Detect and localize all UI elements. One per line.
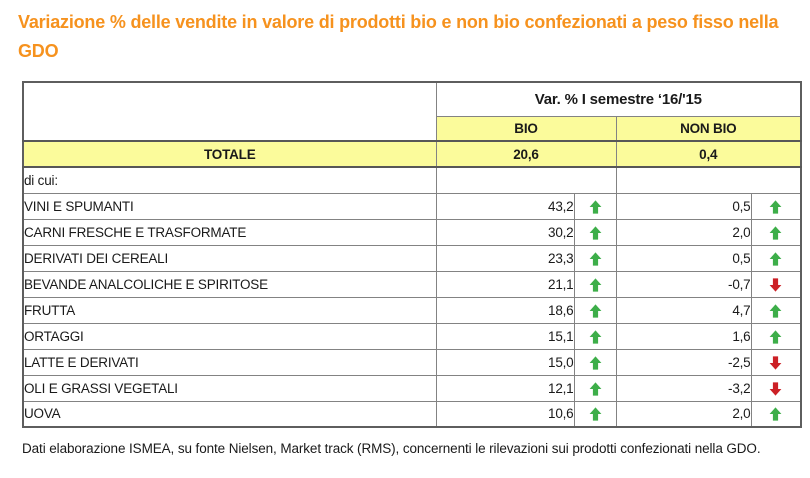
- bio-value: 15,1: [435, 322, 575, 350]
- subhead-di-cui: di cui:: [22, 166, 437, 194]
- nonbio-value: -0,7: [615, 270, 752, 298]
- bio-trend-arrow-icon: [573, 322, 617, 350]
- bio-value: 30,2: [435, 218, 575, 246]
- nonbio-trend-arrow-icon: [750, 374, 802, 402]
- row-label: VINI E SPUMANTI: [22, 192, 437, 220]
- row-label: DERIVATI DEI CEREALI: [22, 244, 437, 272]
- row-label: FRUTTA: [22, 296, 437, 324]
- table-row: DERIVATI DEI CEREALI 23,3 0,5: [22, 244, 802, 272]
- row-label: CARNI FRESCHE E TRASFORMATE: [22, 218, 437, 246]
- bio-trend-arrow-icon: [573, 244, 617, 272]
- total-bio-value: 20,6: [435, 140, 617, 168]
- col-header-nonbio: NON BIO: [615, 115, 802, 142]
- bio-trend-arrow-icon: [573, 218, 617, 246]
- empty-cell: [435, 166, 617, 194]
- nonbio-trend-arrow-icon: [750, 244, 802, 272]
- period-header-row: Var. % I semestre ‘16/'15: [22, 81, 802, 142]
- bio-value: 15,0: [435, 348, 575, 376]
- bio-trend-arrow-icon: [573, 374, 617, 402]
- nonbio-trend-arrow-icon: [750, 348, 802, 376]
- row-label: UOVA: [22, 400, 437, 428]
- total-nonbio-value: 0,4: [615, 140, 802, 168]
- nonbio-trend-arrow-icon: [750, 400, 802, 428]
- table-row: UOVA 10,6 2,0: [22, 400, 802, 428]
- source-note: Dati elaborazione ISMEA, su fonte Nielse…: [22, 441, 761, 456]
- nonbio-value: 4,7: [615, 296, 752, 324]
- row-label: ORTAGGI: [22, 322, 437, 350]
- bio-value: 43,2: [435, 192, 575, 220]
- bio-trend-arrow-icon: [573, 348, 617, 376]
- nonbio-value: 0,5: [615, 192, 752, 220]
- bio-trend-arrow-icon: [573, 192, 617, 220]
- nonbio-trend-arrow-icon: [750, 192, 802, 220]
- nonbio-value: -3,2: [615, 374, 752, 402]
- subhead-row: di cui:: [22, 166, 802, 194]
- column-header-row: BIO NON BIO: [23, 115, 802, 142]
- total-label: TOTALE: [22, 140, 437, 168]
- table-row: VINI E SPUMANTI 43,2 0,5: [22, 192, 802, 220]
- table-row: BEVANDE ANALCOLICHE E SPIRITOSE 21,1 -0,…: [22, 270, 802, 298]
- table-row: ORTAGGI 15,1 1,6: [22, 322, 802, 350]
- bio-trend-arrow-icon: [573, 400, 617, 428]
- row-label: OLI E GRASSI VEGETALI: [22, 374, 437, 402]
- bio-value: 12,1: [435, 374, 575, 402]
- row-label: LATTE E DERIVATI: [22, 348, 437, 376]
- bio-trend-arrow-icon: [573, 270, 617, 298]
- nonbio-trend-arrow-icon: [750, 322, 802, 350]
- bio-trend-arrow-icon: [573, 296, 617, 324]
- nonbio-trend-arrow-icon: [750, 218, 802, 246]
- col-header-bio: BIO: [435, 115, 617, 142]
- empty-cell: [615, 166, 802, 194]
- table-row: CARNI FRESCHE E TRASFORMATE 30,2 2,0: [22, 218, 802, 246]
- nonbio-value: 1,6: [615, 322, 752, 350]
- total-row: TOTALE 20,6 0,4: [22, 140, 802, 168]
- nonbio-value: 2,0: [615, 218, 752, 246]
- bio-value: 21,1: [435, 270, 575, 298]
- nonbio-value: 0,5: [615, 244, 752, 272]
- period-header: Var. % I semestre ‘16/'15: [435, 81, 802, 117]
- corner-empty-cell: [22, 81, 437, 142]
- bio-value: 23,3: [435, 244, 575, 272]
- nonbio-trend-arrow-icon: [750, 270, 802, 298]
- bio-sales-variation-table: Var. % I semestre ‘16/'15 BIO NON BIO TO…: [22, 81, 803, 428]
- row-label: BEVANDE ANALCOLICHE E SPIRITOSE: [22, 270, 437, 298]
- nonbio-value: 2,0: [615, 400, 752, 428]
- table-row: LATTE E DERIVATI 15,0 -2,5: [22, 348, 802, 376]
- table-row: FRUTTA 18,6 4,7: [22, 296, 802, 324]
- bio-value: 18,6: [435, 296, 575, 324]
- page-title: Variazione % delle vendite in valore di …: [18, 12, 779, 61]
- table-row: OLI E GRASSI VEGETALI 12,1 -3,2: [22, 374, 802, 402]
- nonbio-value: -2,5: [615, 348, 752, 376]
- nonbio-trend-arrow-icon: [750, 296, 802, 324]
- bio-value: 10,6: [435, 400, 575, 428]
